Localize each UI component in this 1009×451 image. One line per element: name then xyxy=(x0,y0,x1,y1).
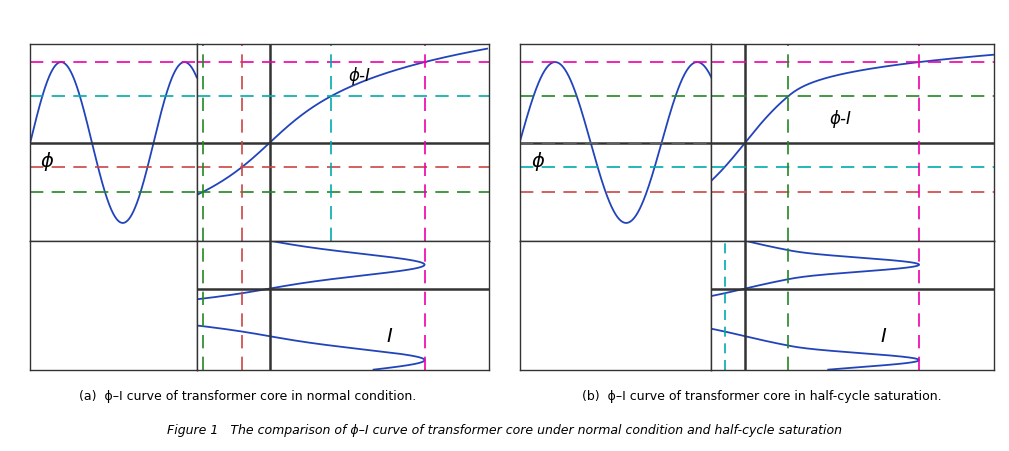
Text: (b)  ϕ–I curve of transformer core in half-cycle saturation.: (b) ϕ–I curve of transformer core in hal… xyxy=(582,389,941,402)
Text: ϕ-I: ϕ-I xyxy=(830,110,852,128)
Text: I: I xyxy=(387,327,393,345)
Text: I: I xyxy=(881,327,887,345)
Text: ϕ: ϕ xyxy=(531,152,544,171)
Text: ϕ-I: ϕ-I xyxy=(349,66,370,84)
Text: Figure 1   The comparison of ϕ–I curve of transformer core under normal conditio: Figure 1 The comparison of ϕ–I curve of … xyxy=(167,423,842,436)
Text: (a)  ϕ–I curve of transformer core in normal condition.: (a) ϕ–I curve of transformer core in nor… xyxy=(79,389,416,402)
Text: ϕ: ϕ xyxy=(40,152,53,171)
